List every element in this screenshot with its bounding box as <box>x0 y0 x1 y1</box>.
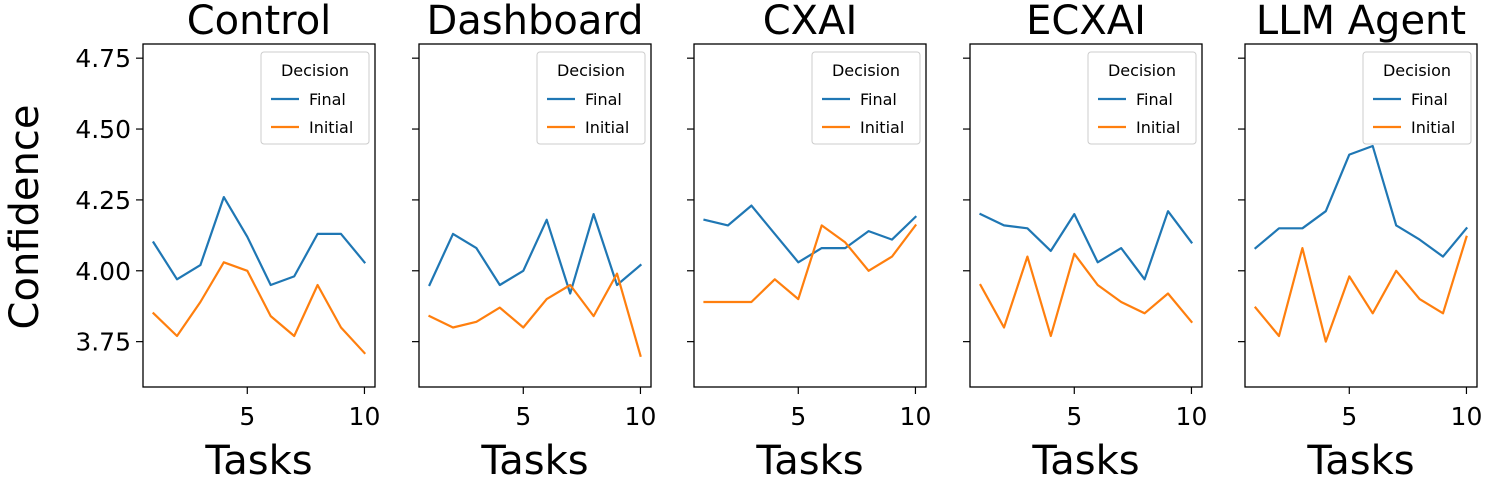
legend-label-final: Final <box>860 90 897 109</box>
legend: Decision Final Initial <box>1362 51 1472 145</box>
x-tick-label: 5 <box>1341 402 1357 431</box>
legend-label-initial: Initial <box>1411 118 1455 137</box>
y-tick-label: 4.75 <box>75 44 131 73</box>
legend-box <box>536 51 646 145</box>
legend-box <box>811 51 921 145</box>
x-tick-label: 10 <box>1451 402 1483 431</box>
legend: Decision Final Initial <box>260 51 370 145</box>
legend-label-initial: Initial <box>309 118 353 137</box>
panel-title: Dashboard <box>426 0 643 44</box>
series-line-initial <box>428 272 642 358</box>
plot-frame <box>418 43 652 388</box>
series-line-initial <box>151 261 367 355</box>
y-tick-label: 4.25 <box>75 186 131 215</box>
series-line-initial <box>1253 235 1468 343</box>
x-tick-label: 5 <box>239 402 255 431</box>
x-axis-label: Tasks <box>755 438 863 480</box>
series-line-final <box>979 210 1194 281</box>
x-tick-label: 5 <box>515 402 531 431</box>
legend: Decision Final Initial <box>536 51 646 145</box>
panel-5: LLM Agent Tasks 5 10 Decision Final Initial <box>1238 0 1482 480</box>
x-tick-label: 5 <box>790 402 806 431</box>
panel-title: LLM Agent <box>1256 0 1466 44</box>
legend-title: Decision <box>281 61 349 80</box>
panels-group: Control Tasks 3.75 4.00 4.25 4.50 4.75 5 10 Decis… <box>75 0 1482 480</box>
x-axis-label: Tasks <box>480 438 588 480</box>
plot-frame <box>1244 43 1478 388</box>
legend: Decision Final Initial <box>1087 51 1197 145</box>
series-line-final <box>1253 144 1469 258</box>
legend-label-final: Final <box>1136 90 1173 109</box>
x-tick-label: 5 <box>1066 402 1082 431</box>
legend-title: Decision <box>557 61 625 80</box>
series-line-initial <box>703 223 918 304</box>
plot-frame <box>969 43 1203 388</box>
y-tick-label: 4.50 <box>75 115 131 144</box>
x-tick-label: 10 <box>1176 402 1208 431</box>
series-line-final <box>151 196 367 287</box>
panel-1: Control Tasks 3.75 4.00 4.25 4.50 4.75 5 10 Decis… <box>75 0 380 480</box>
legend-title: Decision <box>1108 61 1176 80</box>
x-axis-label: Tasks <box>204 438 312 480</box>
legend-box <box>1087 51 1197 145</box>
x-tick-label: 10 <box>900 402 932 431</box>
y-tick-label: 3.75 <box>75 328 131 357</box>
legend-label-initial: Initial <box>585 118 629 137</box>
plot-frame <box>142 43 376 388</box>
legend-box <box>260 51 370 145</box>
legend-label-final: Final <box>309 90 346 109</box>
x-tick-label: 10 <box>625 402 657 431</box>
panel-title: Control <box>187 0 332 44</box>
x-axis-label: Tasks <box>1031 438 1139 480</box>
legend-title: Decision <box>832 61 900 80</box>
legend-label-initial: Initial <box>860 118 904 137</box>
series-line-initial <box>979 252 1194 338</box>
panel-2: Dashboard Tasks 5 10 Decision Final Initial <box>412 0 656 480</box>
legend-title: Decision <box>1383 61 1451 80</box>
legend-label-final: Final <box>1411 90 1448 109</box>
y-axis-label: Confidence <box>2 105 48 330</box>
panel-title: CXAI <box>763 0 858 44</box>
series-line-final <box>703 204 918 264</box>
panel-4: ECXAI Tasks 5 10 Decision Final Initial <box>963 0 1207 480</box>
legend: Decision Final Initial <box>811 51 921 145</box>
plot-frame <box>693 43 927 388</box>
panel-3: CXAI Tasks 5 10 Decision Final Initial <box>687 0 931 480</box>
legend-box <box>1362 51 1472 145</box>
x-tick-label: 10 <box>349 402 381 431</box>
series-line-final <box>428 213 643 295</box>
y-tick-label: 4.00 <box>75 257 131 286</box>
panel-title: ECXAI <box>1026 0 1146 44</box>
x-axis-label: Tasks <box>1306 438 1414 480</box>
legend-label-final: Final <box>585 90 622 109</box>
legend-label-initial: Initial <box>1136 118 1180 137</box>
